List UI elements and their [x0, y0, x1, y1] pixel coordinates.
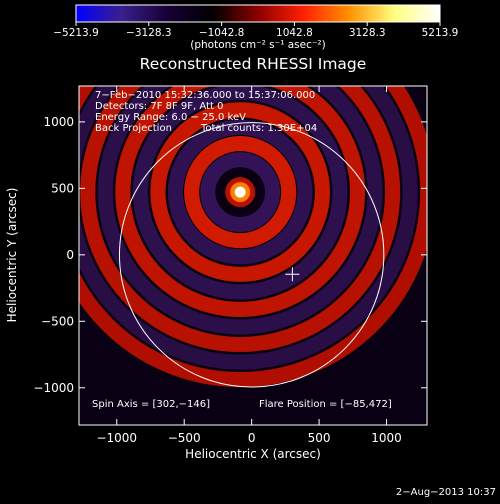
colorbar-unit: (photons cm⁻² s⁻¹ asec⁻²)	[190, 39, 325, 51]
ring	[79, 86, 418, 370]
x-axis-label: Heliocentric X (arcsec)	[185, 447, 321, 461]
heatmap-image	[79, 86, 427, 425]
colorbar-tick-label: −5213.9	[53, 27, 99, 39]
colorbar-ticks: −5213.9 −3128.3 −1042.8 1042.8 3128.3 5213.9	[53, 22, 458, 39]
ring	[115, 86, 366, 317]
timestamp: 2−Aug−2013 10:37	[396, 487, 496, 498]
colorbar-tick-label: −1042.8	[199, 27, 245, 39]
ring-pattern	[79, 86, 427, 388]
source-core	[234, 186, 246, 198]
x-tick-label: −500	[168, 431, 201, 445]
annotation-time-range: 7−Feb−2010 15:32:36.000 to 15:37:06.000	[95, 90, 315, 101]
colorbar-tick-label: 5213.9	[422, 27, 459, 39]
ring	[184, 135, 297, 249]
ring	[132, 86, 348, 300]
chart-title: Reconstructed RHESSI Image	[140, 55, 367, 73]
y-axis-ticks: −1000 −500 0 500 1000	[33, 115, 427, 395]
y-tick-label: −500	[41, 314, 74, 328]
ring	[200, 152, 281, 233]
colorbar-tick-label: 3128.3	[349, 27, 386, 39]
ring	[167, 119, 313, 265]
colorbar-tick-label: −3128.3	[126, 27, 172, 39]
colorbar-tick-label: 1042.8	[276, 27, 313, 39]
annotation-total-counts: Total counts: 1.30E+04	[200, 123, 317, 134]
y-tick-label: 500	[51, 181, 74, 195]
y-tick-label: 1000	[43, 115, 74, 129]
solar-disk-limb	[118, 122, 385, 388]
y-tick-label: −1000	[33, 381, 74, 395]
ring	[79, 86, 427, 388]
annotation-energy-range: Energy Range: 6.0 − 25.0 keV	[95, 112, 246, 123]
flare-source	[225, 177, 256, 208]
plot-frame	[78, 85, 428, 426]
ring	[97, 86, 383, 335]
x-tick-label: −1000	[96, 431, 137, 445]
ring	[80, 86, 401, 353]
annotation-spin-axis: Spin Axis = [302,−146]	[92, 399, 210, 410]
annotation-method: Back Projection	[95, 123, 172, 134]
x-tick-label: 0	[248, 431, 256, 445]
annotation-detectors: Detectors: 7F 8F 9F, Att 0	[95, 101, 223, 112]
y-axis-label: Heliocentric Y (arcsec)	[5, 188, 19, 323]
x-tick-label: 1000	[371, 431, 402, 445]
ring	[150, 102, 331, 282]
x-axis-ticks: −1000 −500 0 500 1000	[96, 86, 402, 445]
y-tick-label: 0	[66, 248, 74, 262]
annotation-flare-position: Flare Position = [−85,472]	[259, 399, 392, 410]
x-tick-label: 500	[308, 431, 331, 445]
colorbar	[75, 4, 441, 23]
spin-axis-marker	[285, 267, 300, 282]
